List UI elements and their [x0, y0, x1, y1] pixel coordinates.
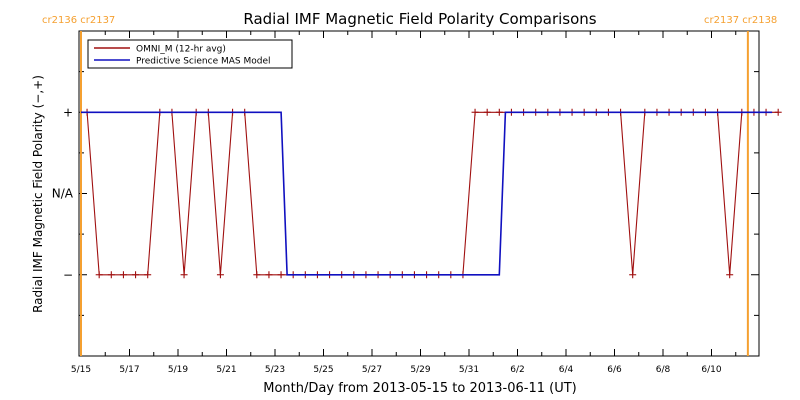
omni-data-point: [119, 271, 127, 279]
omni-data-point: [144, 271, 152, 279]
x-tick-label: 5/31: [459, 365, 479, 375]
legend-label: Predictive Science MAS Model: [136, 57, 271, 67]
x-tick-label: 5/15: [71, 365, 91, 375]
x-tick-label: 6/2: [510, 365, 524, 375]
omni-data-point: [483, 108, 491, 116]
x-tick-label: 5/17: [119, 365, 139, 375]
x-tick-label: 5/19: [168, 365, 188, 375]
y-axis-ticks: + N/A −: [52, 71, 759, 316]
carrington-label-left: cr2136 cr2137: [42, 15, 115, 26]
omni-data-point: [629, 271, 637, 279]
omni-data-point: [471, 108, 479, 116]
x-tick-label: 5/25: [313, 365, 333, 375]
omni-data-point: [253, 271, 261, 279]
y-axis-label: Radial IMF Magnetic Field Polarity (−,+): [31, 75, 45, 313]
carrington-label-right: cr2137 cr2138: [704, 15, 777, 26]
legend-box: [87, 39, 293, 69]
carrington-lines: [80, 31, 749, 356]
omni-data-point: [132, 271, 140, 279]
omni-data-point: [107, 271, 115, 279]
x-tick-label: 5/23: [265, 365, 285, 375]
omni-data-point: [774, 108, 782, 116]
omni-data-point: [180, 271, 188, 279]
omni-series-line: [86, 111, 779, 276]
series-group: [81, 108, 782, 279]
x-tick-label: 6/10: [701, 365, 721, 375]
y-tick-label: +: [63, 105, 73, 119]
x-tick-label: 5/21: [216, 365, 236, 375]
x-tick-label: 5/27: [362, 365, 382, 375]
x-axis-ticks: 5/15 5/17 5/19 5/21 5/23 5/25 5/27 5/29 5/31 6/2 6…: [71, 31, 737, 375]
chart-title: Radial IMF Magnetic Field Polarity Compa…: [243, 10, 596, 28]
x-tick-label: 6/6: [607, 365, 622, 375]
omni-data-point: [277, 271, 285, 279]
omni-data-point: [95, 271, 103, 279]
x-tick-label: 5/29: [410, 365, 430, 375]
omni-data-point: [265, 271, 273, 279]
plot-frame: [78, 30, 760, 357]
mas-model-series-line: [81, 111, 773, 276]
x-tick-label: 6/4: [559, 365, 574, 375]
omni-data-point: [726, 271, 734, 279]
x-axis-label: Month/Day from 2013-05-15 to 2013-06-11 …: [263, 381, 576, 396]
omni-data-point: [495, 108, 503, 116]
legend-label: OMNI_M (12-hr avg): [136, 45, 226, 55]
x-tick-label: 6/8: [656, 365, 671, 375]
y-tick-label: −: [63, 268, 73, 282]
y-tick-label: N/A: [52, 187, 74, 201]
omni-data-point: [216, 271, 224, 279]
legend: OMNI_M (12-hr avg) Predictive Science MAS…: [87, 39, 293, 69]
